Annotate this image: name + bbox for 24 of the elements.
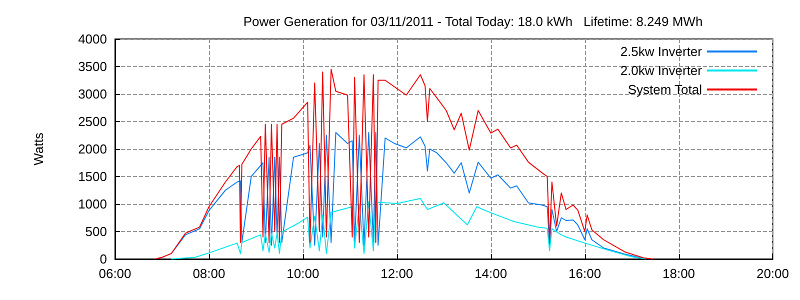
y-axis-title: Watts (31, 132, 46, 166)
y-tick-label: 2500 (78, 114, 107, 129)
x-tick-label: 14:00 (474, 266, 508, 281)
line-series (170, 198, 646, 260)
y-tick-label: 4000 (78, 32, 107, 46)
x-tick-label: 12:00 (380, 266, 414, 281)
y-tick-label: 1000 (78, 196, 107, 212)
y-tick-label: 3000 (78, 86, 107, 102)
legend-label: 2.0kw Inverter (620, 63, 703, 78)
y-tick-label: 0 (100, 252, 107, 266)
x-tick-label: 20:00 (756, 266, 790, 281)
y-tick-label: 3500 (78, 59, 107, 74)
x-tick-label: 06:00 (98, 266, 132, 281)
legend-label: 2.5kw Inverter (620, 44, 703, 59)
chart-title: Power Generation for 03/11/2011 - Total Today: 18.0 kWh Lifetime: 8.249 MWh (243, 14, 703, 29)
y-tick-label: 1500 (78, 169, 107, 184)
x-tick-label: 16:00 (568, 266, 602, 281)
x-tick-label: 08:00 (192, 266, 226, 281)
y-tick-label: 2000 (78, 142, 107, 156)
x-tick-label: 18:00 (662, 266, 696, 281)
x-tick-label: 10:00 (286, 266, 320, 281)
legend-label: System Total (628, 82, 702, 97)
y-tick-label: 500 (85, 224, 107, 239)
line-series (170, 132, 654, 260)
